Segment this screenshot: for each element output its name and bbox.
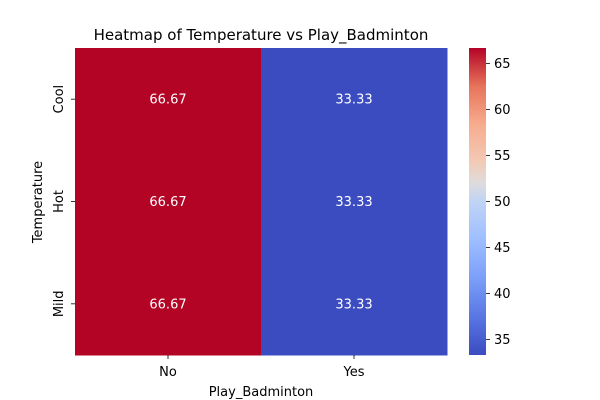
colorbar-tick-label: 55: [494, 149, 511, 164]
cell-value-label: 66.67: [149, 195, 186, 210]
y-tick-label: Hot: [52, 190, 67, 213]
y-axis-ticks: Cool Hot Mild: [52, 85, 75, 317]
cell-value-label: 33.33: [335, 195, 372, 210]
cell-value-label: 66.67: [149, 93, 186, 108]
colorbar-tick-label: 50: [494, 195, 511, 210]
chart-title: Heatmap of Temperature vs Play_Badminton: [94, 26, 429, 45]
cell-value-label: 33.33: [335, 93, 372, 108]
heatmap-cells: [75, 48, 448, 356]
colorbar-ticks: 35 40 45 50 55 60 65: [486, 57, 511, 348]
colorbar-tick-label: 35: [494, 333, 511, 348]
x-axis-label: Play_Badminton: [209, 385, 314, 400]
heatmap-cell: [75, 48, 262, 151]
y-axis-label: Temperature: [31, 161, 46, 244]
colorbar-tick-label: 45: [494, 241, 511, 256]
heatmap-cell-labels: 66.67 33.33 66.67 33.33 66.67 33.33: [149, 93, 372, 313]
colorbar-tick-label: 40: [494, 287, 511, 302]
heatmap-cell: [261, 48, 448, 151]
colorbar-tick-label: 65: [494, 57, 511, 72]
x-tick-label: Yes: [343, 365, 365, 380]
cell-value-label: 66.67: [149, 297, 186, 312]
colorbar: [469, 48, 486, 355]
y-tick-label: Cool: [52, 85, 67, 114]
heatmap-cell: [261, 252, 448, 356]
cell-value-label: 33.33: [335, 297, 372, 312]
colorbar-tick-label: 60: [494, 103, 511, 118]
heatmap-cell: [75, 150, 262, 254]
x-axis-ticks: No Yes: [159, 355, 365, 380]
heatmap-cell: [261, 150, 448, 254]
y-tick-label: Mild: [52, 290, 67, 317]
heatmap-cell: [75, 252, 262, 356]
x-tick-label: No: [159, 365, 177, 380]
